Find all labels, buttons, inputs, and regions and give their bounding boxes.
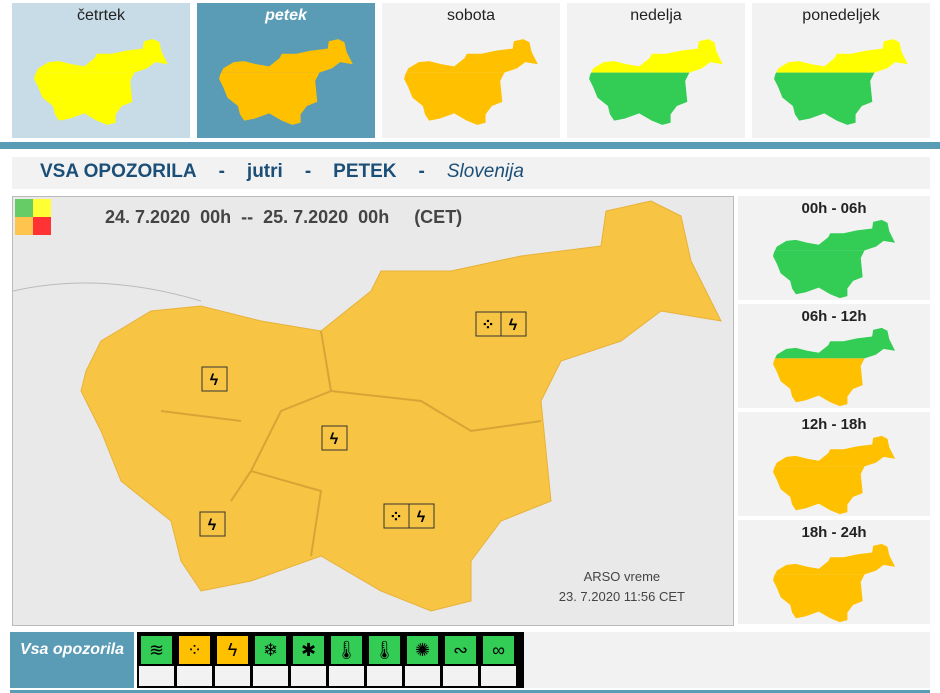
legend-yellow [33,199,51,217]
mini-map [773,327,896,407]
period-label: 24. 7.2020 00h -- 25. 7.2020 00h (CET) [105,207,463,227]
warning-type-coastal[interactable]: ∾ [443,634,478,686]
snow-icon: ❄ [253,634,288,666]
warning-map: ϟ ϟ ϟ ⁘ ϟ ⁘ ϟ 24. 7.2020 00h -- 25. 7.20… [12,196,734,626]
thunderstorm-icon: ϟ [509,317,518,334]
coastal-icon: ∾ [443,634,478,666]
day-label: ponedeljek [802,7,880,24]
warning-cell [139,666,174,686]
warning-icons: ϟ ϟ ϟ ⁘ ϟ ⁘ ϟ [199,311,527,537]
color-legend [15,199,51,235]
separator: - [418,161,425,182]
snow-ice-icon: ✱ [291,634,326,666]
warning-cell [405,666,440,686]
credit-timestamp: 23. 7.2020 11:56 CET [558,589,685,604]
rain-icon: ⁘ [389,509,402,526]
page-title: VSA OPOZORILA - jutri - PETEK - Slovenija [12,157,930,189]
day-label: petek [265,7,307,24]
period-label: 00h - 06h [801,200,867,217]
border-line [13,282,202,302]
warning-type-row: ≋ ⁘ ϟ ❄ ✱ 🌡 🌡 ✺ ∾ ∞ [137,632,524,688]
title-day: PETEK [333,161,397,182]
period-18-24[interactable]: 18h - 24h [738,520,930,624]
wind-icon: ≋ [139,634,174,666]
warning-type-low-temperature[interactable]: 🌡 [329,634,364,686]
period-06-12[interactable]: 06h - 12h [738,304,930,408]
day-label: nedelja [630,7,682,24]
warning-type-fog[interactable]: ∞ [481,634,516,686]
all-warnings-button[interactable]: Vsa opozorila [10,632,134,688]
day-tab-friday[interactable]: petek [197,3,375,138]
divider [0,142,940,149]
period-12-18[interactable]: 12h - 18h [738,412,930,516]
day-tab-thursday[interactable]: četrtek [12,3,190,138]
rain-icon: ⁘ [481,317,494,334]
day-tab-saturday[interactable]: sobota [382,3,560,138]
period-label: 06h - 12h [801,308,867,325]
legend-orange [15,217,33,235]
credit: ARSO vreme 23. 7.2020 11:56 CET [559,567,685,607]
warning-cell [329,666,364,686]
mini-map [773,219,896,299]
mini-map [34,39,168,125]
warning-type-high-temperature[interactable]: 🌡 [367,634,402,686]
thunderstorm-icon: ϟ [417,509,426,526]
period-label: 12h - 18h [801,416,867,433]
warning-type-fire[interactable]: ✺ [405,634,440,686]
mini-map [219,39,353,125]
warning-type-snow[interactable]: ❄ [253,634,288,686]
rain-icon: ⁘ [177,634,212,666]
mini-map [773,543,896,623]
mini-map [774,39,908,125]
warning-type-wind[interactable]: ≋ [139,634,174,686]
period-label: 18h - 24h [801,524,867,541]
warning-cell [253,666,288,686]
warning-cell [215,666,250,686]
warning-type-thunderstorm[interactable]: ϟ [215,634,250,686]
legend-green [15,199,33,217]
title-main: VSA OPOZORILA [40,161,197,182]
credit-source: ARSO vreme [583,569,661,584]
slovenia-map: ϟ ϟ ϟ ⁘ ϟ ⁘ ϟ [13,200,722,612]
fire-icon: ✺ [405,634,440,666]
title-region: Slovenija [446,161,524,182]
divider [10,690,930,693]
thunderstorm-icon: ϟ [208,517,217,534]
fog-icon: ∞ [481,634,516,666]
mini-map [773,435,896,515]
warning-cell [367,666,402,686]
day-tab-sunday[interactable]: nedelja [567,3,745,138]
high-temperature-icon: 🌡 [367,634,402,666]
period-00-06[interactable]: 00h - 06h [738,196,930,300]
day-label: sobota [446,7,496,24]
legend-red [33,217,51,235]
row-background [524,632,930,688]
warning-cell [291,666,326,686]
separator: - [218,161,225,182]
day-tab-monday[interactable]: ponedeljek [752,3,930,138]
thunderstorm-icon: ϟ [210,372,219,389]
warning-cell [177,666,212,686]
warning-type-rain[interactable]: ⁘ [177,634,212,686]
thunderstorm-icon: ϟ [215,634,250,666]
mini-map [589,39,723,125]
region-borders [160,330,542,557]
warning-cell [481,666,516,686]
thunderstorm-icon: ϟ [330,431,339,448]
low-temperature-icon: 🌡 [329,634,364,666]
separator: - [304,161,312,182]
warning-cell [443,666,478,686]
mini-map [404,39,538,125]
slovenia-region-fill [80,200,722,612]
warning-type-snow-ice[interactable]: ✱ [291,634,326,686]
title-when: jutri [246,161,283,182]
day-label: četrtek [76,7,125,24]
